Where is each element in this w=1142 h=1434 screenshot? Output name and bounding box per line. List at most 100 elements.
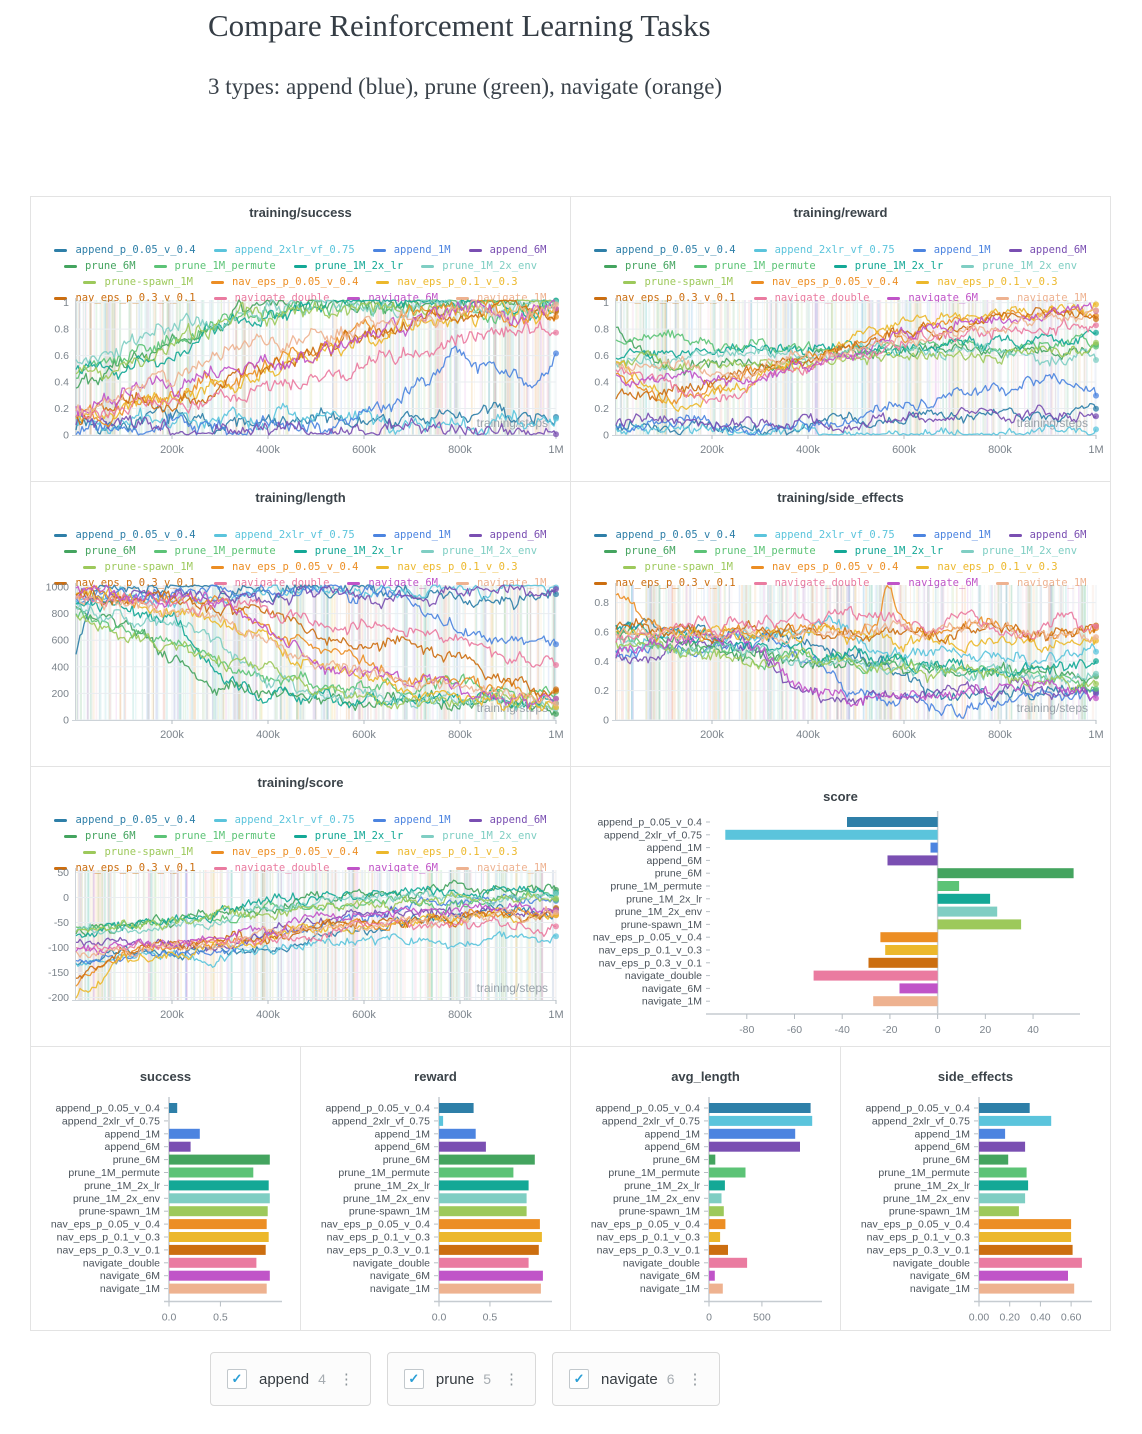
legend-item[interactable]: prune_1M_2x_env [421,828,537,844]
legend-item[interactable]: append_p_0.05_v_0.4 [594,242,736,258]
legend-item[interactable]: append_6M [468,527,547,543]
legend-item[interactable]: nav_eps_p_0.3_v_0.1 [594,575,736,591]
legend-item[interactable]: prune-spawn_1M [83,274,193,290]
legend-run-name: append_6M [1029,529,1087,541]
legend-item[interactable]: prune_1M_permute [153,258,276,274]
legend-item[interactable]: append_2xlr_vf_0.75 [213,527,355,543]
svg-text:0.8: 0.8 [594,597,609,609]
legend-item[interactable]: prune_6M [603,543,676,559]
legend-item[interactable]: prune-spawn_1M [83,844,193,860]
legend-item[interactable]: navigate_1M [995,575,1087,591]
filter-chip-navigate[interactable]: ✓ navigate 6 ⋮ [552,1352,720,1406]
legend-item[interactable]: append_1M [372,812,451,828]
legend-item[interactable]: prune_6M [63,828,136,844]
checkbox-checked-icon[interactable]: ✓ [403,1369,424,1389]
legend-item[interactable]: nav_eps_p_0.05_v_0.4 [210,559,358,575]
legend-item[interactable]: navigate_1M [995,290,1087,306]
legend-item[interactable]: prune_1M_2x_env [961,543,1077,559]
legend-item[interactable]: append_p_0.05_v_0.4 [594,527,736,543]
legend-item[interactable]: prune_6M [603,258,676,274]
filter-chip-prune[interactable]: ✓ prune 5 ⋮ [386,1352,537,1406]
legend-item[interactable]: append_2xlr_vf_0.75 [213,242,355,258]
legend-item[interactable]: prune_1M_2x_lr [833,258,943,274]
panel-title: training/reward [793,205,888,220]
svg-text:prune_6M: prune_6M [655,868,702,880]
legend-item[interactable]: append_p_0.05_v_0.4 [54,527,196,543]
legend-item[interactable]: prune_1M_2x_lr [293,543,403,559]
legend-item[interactable]: navigate_6M [347,860,438,876]
legend-item[interactable]: nav_eps_p_0.1_v_0.3 [916,274,1058,290]
legend-item[interactable]: nav_eps_p_0.1_v_0.3 [376,844,518,860]
legend-run-name: append_1M [393,814,451,826]
legend-item[interactable]: append_6M [1008,242,1087,258]
svg-text:append_2xlr_vf_0.75: append_2xlr_vf_0.75 [332,1115,430,1127]
legend-item[interactable]: prune_1M_2x_lr [833,543,944,559]
legend-item[interactable]: navigate_double [213,290,329,306]
svg-text:nav_eps_p_0.05_v_0.4: nav_eps_p_0.05_v_0.4 [51,1219,160,1231]
legend-item[interactable]: append_2xlr_vf_0.75 [213,812,355,828]
legend-item[interactable]: prune-spawn_1M [623,559,733,575]
filter-chip-append[interactable]: ✓ append 4 ⋮ [210,1352,371,1406]
svg-text:0.00: 0.00 [969,1312,990,1324]
legend-item[interactable]: append_1M [372,242,451,258]
legend-item[interactable]: nav_eps_p_0.05_v_0.4 [750,274,898,290]
legend-item[interactable]: prune_1M_permute [693,258,816,274]
legend-item[interactable]: prune_6M [63,543,136,559]
legend-item[interactable]: navigate_double [753,575,869,591]
svg-text:nav_eps_p_0.05_v_0.4: nav_eps_p_0.05_v_0.4 [591,1219,700,1231]
legend-item[interactable]: append_6M [1008,527,1087,543]
filter-count: 6 [666,1371,675,1387]
legend-item[interactable]: prune_1M_2x_lr [293,258,403,274]
legend-item[interactable]: nav_eps_p_0.05_v_0.4 [210,844,358,860]
legend-item[interactable]: navigate_6M [887,575,978,591]
legend-run-name: prune_1M_2x_lr [854,545,944,557]
legend-item[interactable]: nav_eps_p_0.3_v_0.1 [54,290,196,306]
legend-run-name: append_p_0.05_v_0.4 [615,244,736,256]
legend-item[interactable]: prune-spawn_1M [83,559,193,575]
legend-item[interactable]: navigate_6M [347,575,438,591]
legend-item[interactable]: nav_eps_p_0.1_v_0.3 [376,559,518,575]
legend-item[interactable]: prune_1M_2x_lr [293,828,403,844]
legend-item[interactable]: prune_1M_2x_env [421,543,537,559]
legend-item[interactable]: prune-spawn_1M [623,274,733,290]
legend-item[interactable]: append_1M [912,527,991,543]
legend-item[interactable]: navigate_6M [887,290,978,306]
legend-item[interactable]: nav_eps_p_0.1_v_0.3 [376,274,518,290]
success-plot: append_p_0.05_v_0.4append_2xlr_vf_0.75ap… [51,1097,282,1324]
svg-text:append_1M: append_1M [105,1128,160,1140]
legend-item[interactable]: prune_1M_2x_env [421,258,537,274]
legend-run-name: prune_1M_permute [174,830,276,842]
legend-item[interactable]: nav_eps_p_0.05_v_0.4 [750,559,898,575]
legend-item[interactable]: append_1M [912,242,991,258]
legend-swatch-icon [54,818,68,822]
legend-item[interactable]: nav_eps_p_0.3_v_0.1 [594,290,736,306]
legend-item[interactable]: prune_1M_permute [693,543,816,559]
svg-text:500: 500 [753,1312,771,1324]
kebab-menu-icon[interactable]: ⋮ [338,1371,354,1388]
legend-item[interactable]: append_6M [468,242,547,258]
legend-item[interactable]: prune_1M_permute [153,543,276,559]
legend-swatch-icon [421,834,435,838]
legend-item[interactable]: append_p_0.05_v_0.4 [54,242,196,258]
legend-item[interactable]: nav_eps_p_0.05_v_0.4 [210,274,358,290]
legend-item[interactable]: append_2xlr_vf_0.75 [753,242,895,258]
kebab-menu-icon[interactable]: ⋮ [687,1371,703,1388]
legend-item[interactable]: append_1M [372,527,451,543]
legend-item[interactable]: append_2xlr_vf_0.75 [753,527,895,543]
legend-item[interactable]: navigate_1M [455,860,547,876]
legend-item[interactable]: prune_1M_2x_env [961,258,1077,274]
reward-plot: append_p_0.05_v_0.4append_2xlr_vf_0.75ap… [321,1097,552,1324]
legend-item[interactable]: navigate_double [213,860,329,876]
legend-item[interactable]: append_6M [468,812,547,828]
kebab-menu-icon[interactable]: ⋮ [504,1371,520,1388]
legend-item[interactable]: navigate_double [753,290,869,306]
legend-item[interactable]: prune_1M_permute [153,828,276,844]
svg-text:append_2xlr_vf_0.75: append_2xlr_vf_0.75 [62,1115,160,1127]
legend-item[interactable]: nav_eps_p_0.3_v_0.1 [54,860,196,876]
legend-item[interactable]: prune_6M [63,258,136,274]
checkbox-checked-icon[interactable]: ✓ [227,1369,247,1389]
checkbox-checked-icon[interactable]: ✓ [569,1369,590,1389]
panel-score-bar-chart: score append_p_0.05_v_0.4 append_2xlr_vf_0… [571,767,1111,1047]
legend-item[interactable]: nav_eps_p_0.1_v_0.3 [916,559,1058,575]
legend-item[interactable]: append_p_0.05_v_0.4 [54,812,196,828]
